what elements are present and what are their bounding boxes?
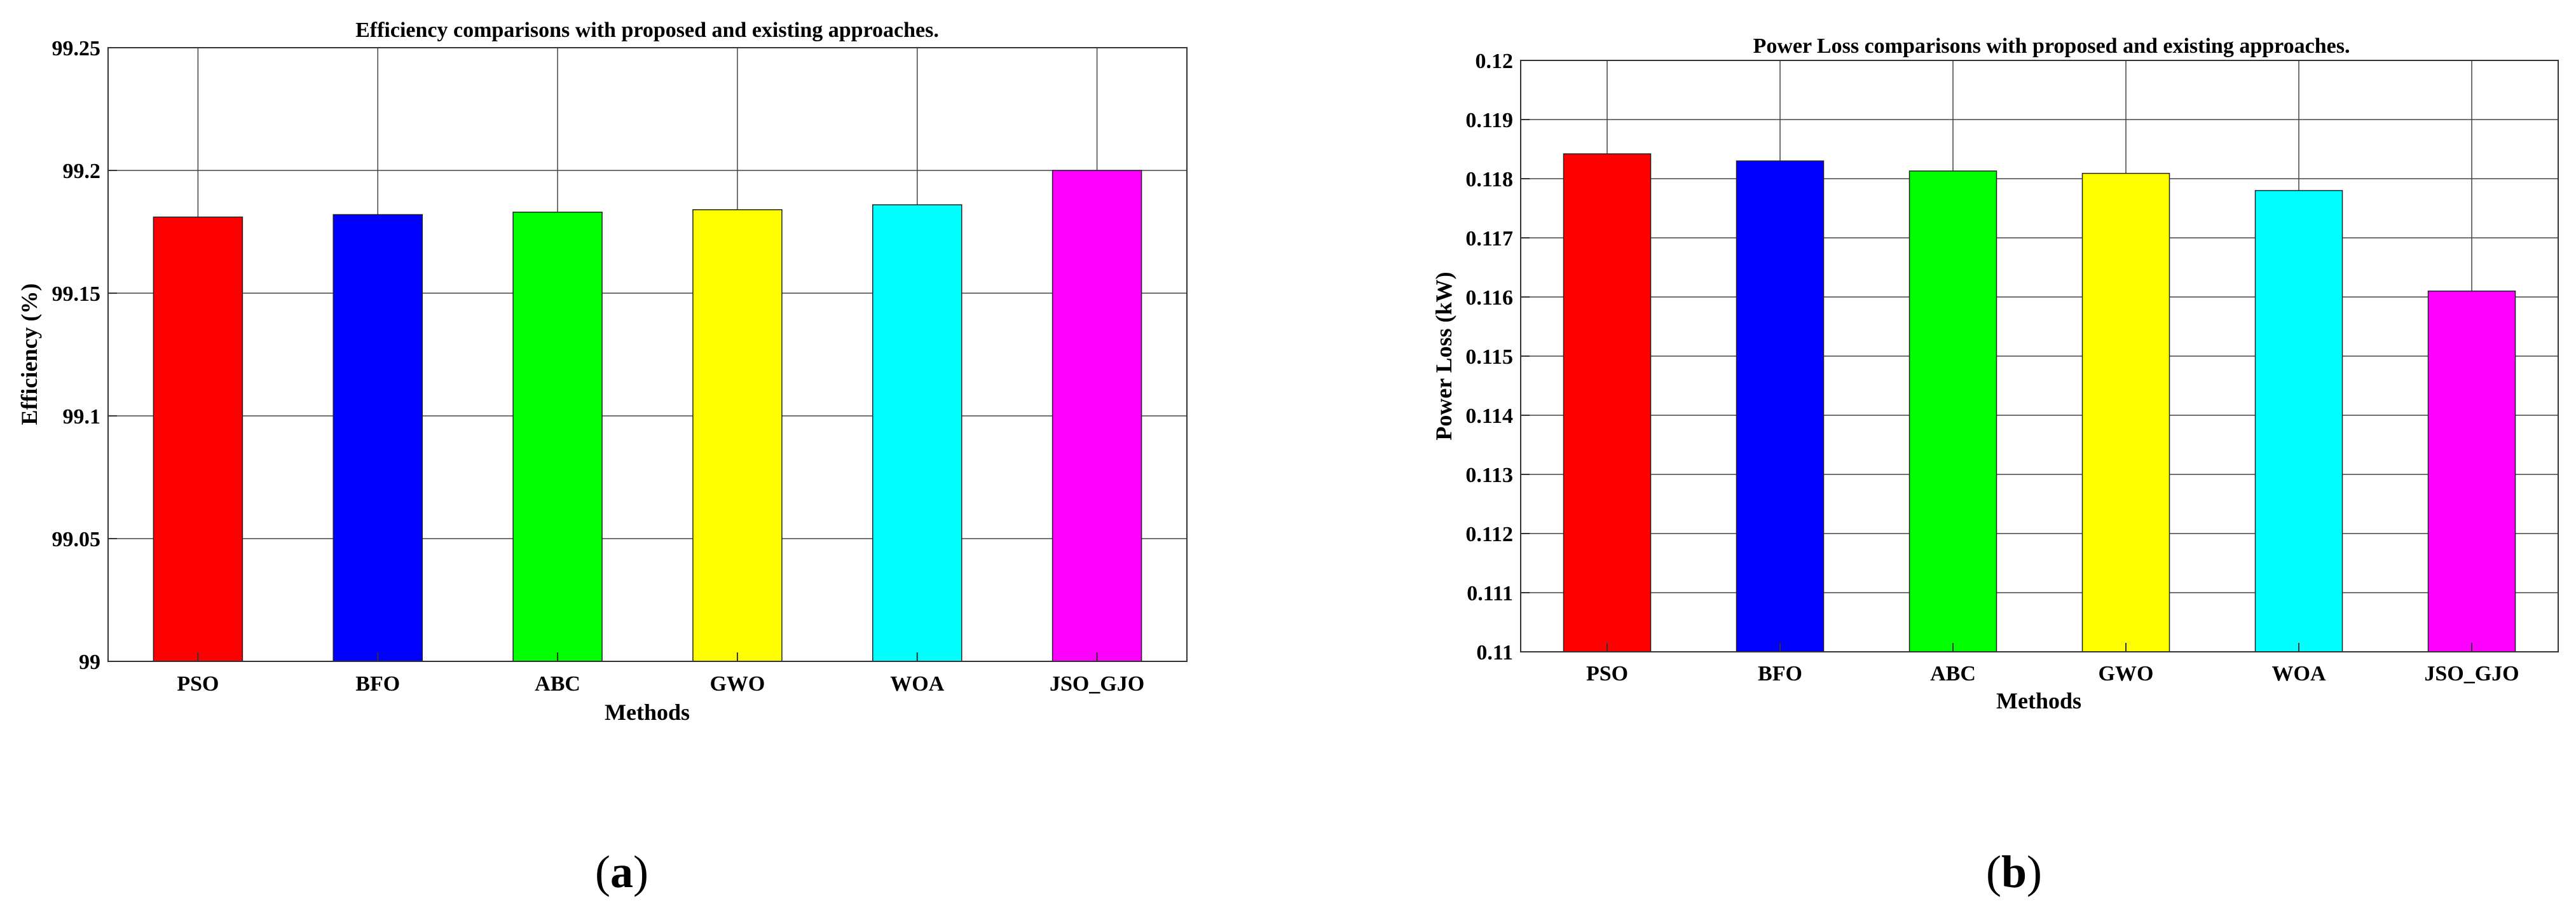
x-tick-label: PSO — [1586, 662, 1628, 686]
x-tick-label: WOA — [2272, 662, 2326, 686]
bar-abc — [512, 211, 603, 662]
panel-label: (b) — [1986, 846, 2042, 897]
x-axis-label: Methods — [605, 700, 690, 725]
bar-jso-gjo — [1052, 170, 1142, 662]
x-tick-label: ABC — [1930, 662, 1976, 686]
y-tick-label: 0.119 — [1465, 109, 1513, 132]
bar-abc — [1908, 170, 1997, 652]
panel-label: (a) — [595, 846, 648, 897]
y-tick-label: 0.12 — [1476, 50, 1514, 73]
chart-title: Power Loss comparisons with proposed and… — [1753, 34, 2350, 58]
y-tick-label: 99.2 — [63, 160, 101, 183]
y-axis-label: Efficiency (%) — [17, 284, 42, 425]
y-tick-label: 0.114 — [1465, 404, 1513, 428]
x-tick-label: ABC — [535, 672, 580, 696]
y-tick-label: 99.1 — [63, 405, 101, 429]
bar-bfo — [332, 214, 423, 662]
bar-woa — [2254, 190, 2343, 652]
plot-frame — [107, 47, 1188, 662]
bar-jso-gjo — [2427, 290, 2516, 652]
bar-woa — [872, 204, 963, 662]
y-tick-label: 0.112 — [1465, 523, 1513, 546]
x-tick-label: BFO — [1758, 662, 1802, 686]
chart-title: Efficiency comparisons with proposed and… — [355, 18, 939, 42]
bar-gwo — [2081, 172, 2170, 652]
x-tick-label: GWO — [2099, 662, 2154, 686]
bar-pso — [153, 216, 243, 662]
y-tick-label: 99.15 — [52, 282, 101, 306]
bar-gwo — [692, 209, 783, 662]
y-tick-label: 0.117 — [1465, 227, 1513, 251]
x-tick-label: JSO_GJO — [1050, 672, 1144, 696]
y-tick-label: 0.118 — [1465, 168, 1513, 191]
y-tick-label: 0.111 — [1467, 582, 1513, 605]
x-tick-label: JSO_GJO — [2424, 662, 2519, 686]
y-tick-label: 0.116 — [1465, 286, 1513, 310]
y-tick-label: 99.05 — [52, 528, 101, 551]
y-tick-label: 0.113 — [1465, 464, 1513, 487]
bar-bfo — [1736, 160, 1825, 652]
y-tick-label: 0.115 — [1465, 345, 1513, 369]
x-tick-label: GWO — [709, 672, 765, 696]
y-tick-label: 0.11 — [1476, 641, 1513, 665]
power-loss-chart: Power Loss comparisons with proposed and… — [1431, 34, 2559, 897]
x-tick-label: BFO — [355, 672, 400, 696]
efficiency-chart: Efficiency comparisons with proposed and… — [17, 18, 1188, 897]
bar-pso — [1563, 153, 1652, 652]
y-axis-label: Power Loss (kW) — [1431, 272, 1456, 440]
y-tick-label: 99.25 — [52, 37, 101, 60]
y-tick-label: 99 — [79, 651, 100, 674]
x-tick-label: PSO — [177, 672, 219, 696]
x-tick-label: WOA — [890, 672, 944, 696]
x-axis-label: Methods — [1996, 688, 2081, 714]
